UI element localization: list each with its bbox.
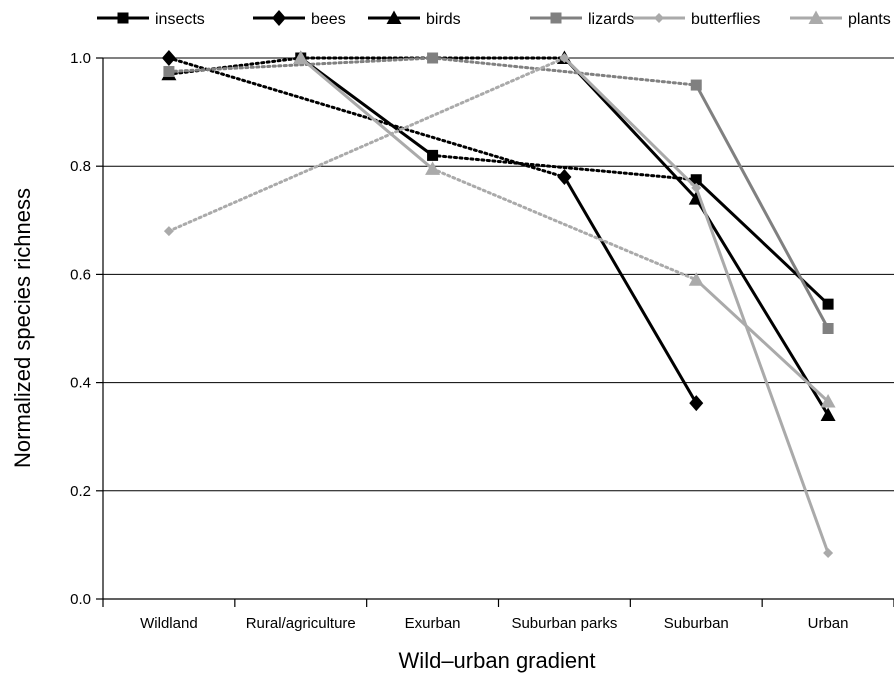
diamond-marker — [557, 169, 572, 186]
square-marker — [690, 174, 702, 186]
small-diamond-marker — [654, 13, 664, 23]
x-axis-title: Wild–urban gradient — [399, 648, 596, 673]
series-plants — [293, 50, 836, 408]
x-tick-label: Suburban — [664, 615, 729, 632]
y-tick-label: 0.0 — [70, 591, 91, 608]
square-marker — [690, 79, 702, 91]
series-line — [694, 84, 830, 330]
y-tick-label: 0.4 — [70, 375, 91, 392]
dotted-connector — [167, 56, 435, 74]
gridlines — [103, 57, 894, 492]
dotted-connector — [167, 56, 566, 233]
series-line — [299, 56, 434, 157]
square-marker — [427, 52, 439, 64]
y-ticks: 0.0 0.2 0.4 0.6 0.8 1.0 — [70, 50, 103, 608]
series-line — [563, 56, 698, 189]
small-diamond-marker — [691, 182, 702, 193]
y-tick-label: 0.6 — [70, 266, 91, 283]
x-tick-label: Rural/agriculture — [246, 615, 356, 632]
legend-item-bees: bees — [253, 10, 346, 28]
y-tick-label: 1.0 — [70, 50, 91, 67]
x-tick-label: Exurban — [405, 615, 461, 632]
triangle-marker — [386, 10, 402, 24]
square-marker — [822, 298, 834, 310]
series-line — [694, 197, 830, 416]
y-tick-label: 0.2 — [70, 483, 91, 500]
x-tick-label: Suburban parks — [511, 615, 617, 632]
x-tick-label: Urban — [808, 615, 849, 632]
triangle-marker — [808, 10, 824, 24]
diamond-marker — [272, 10, 286, 26]
dotted-connector — [431, 56, 698, 87]
legend-label: butterflies — [691, 11, 760, 28]
series-butterflies — [163, 53, 834, 559]
legend-label: lizards — [588, 11, 634, 28]
legend-label: plants — [848, 11, 891, 28]
triangle-marker — [688, 272, 704, 286]
series-line — [563, 176, 698, 404]
triangle-marker — [820, 394, 836, 408]
series-birds — [161, 50, 836, 422]
legend-item-lizards: lizards — [530, 11, 634, 28]
y-axis-title: Normalized species richness — [10, 188, 35, 468]
triangle-marker — [293, 50, 309, 64]
series-line — [299, 56, 434, 171]
triangle-marker — [820, 407, 836, 422]
legend-item-butterflies: butterflies — [633, 11, 760, 28]
legend-item-plants: plants — [790, 10, 891, 28]
x-tick-label: Wildland — [140, 615, 198, 632]
square-marker — [822, 323, 834, 334]
series-layer — [161, 50, 836, 559]
small-diamond-marker — [163, 226, 174, 237]
dotted-connector — [167, 56, 566, 179]
series-line — [695, 178, 830, 306]
series-line — [695, 278, 830, 403]
x-ticks: Wildland Rural/agriculture Exurban Suburban… — [102, 599, 894, 632]
dotted-connector — [431, 167, 698, 282]
legend-label: insects — [155, 11, 205, 28]
series-lizards — [163, 52, 834, 334]
square-marker — [427, 149, 439, 161]
legend: insects bees birds lizards butterflies plants — [97, 10, 891, 28]
series-line — [694, 187, 830, 554]
legend-label: birds — [426, 11, 461, 28]
y-tick-label: 0.8 — [70, 158, 91, 175]
legend-item-insects: insects — [97, 11, 205, 28]
diamond-marker — [161, 50, 176, 66]
legend-item-birds: birds — [368, 10, 461, 28]
diamond-marker — [689, 395, 704, 412]
small-diamond-marker — [559, 53, 570, 63]
legend-label: bees — [311, 11, 346, 28]
square-marker — [550, 12, 562, 24]
series-insects — [295, 52, 834, 310]
series-bees — [161, 50, 704, 412]
small-diamond-marker — [823, 548, 834, 559]
dotted-connector — [431, 153, 698, 182]
square-marker — [117, 12, 129, 24]
triangle-marker — [425, 161, 441, 175]
square-marker — [163, 66, 175, 78]
